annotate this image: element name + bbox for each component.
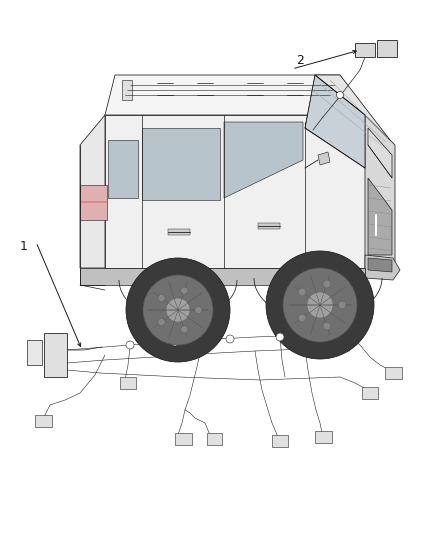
Circle shape: [166, 298, 190, 322]
Polygon shape: [385, 367, 402, 379]
Circle shape: [323, 280, 331, 288]
Circle shape: [126, 341, 134, 349]
Circle shape: [266, 251, 374, 359]
Polygon shape: [35, 415, 52, 427]
Polygon shape: [168, 229, 190, 235]
Circle shape: [276, 333, 284, 341]
Circle shape: [126, 258, 230, 362]
Polygon shape: [272, 435, 288, 447]
Polygon shape: [368, 178, 392, 255]
Polygon shape: [315, 75, 390, 140]
Polygon shape: [362, 387, 378, 399]
Polygon shape: [142, 128, 220, 200]
Polygon shape: [305, 75, 365, 168]
Polygon shape: [122, 80, 132, 100]
Circle shape: [307, 292, 333, 318]
Polygon shape: [365, 115, 395, 268]
Text: 1: 1: [20, 240, 28, 254]
Polygon shape: [318, 152, 330, 165]
Circle shape: [195, 306, 202, 313]
Polygon shape: [368, 258, 392, 272]
Polygon shape: [224, 122, 303, 198]
Circle shape: [336, 92, 343, 99]
Circle shape: [298, 314, 306, 322]
Polygon shape: [80, 115, 105, 268]
Polygon shape: [377, 40, 397, 57]
Polygon shape: [108, 140, 138, 198]
Polygon shape: [175, 433, 192, 445]
Circle shape: [181, 287, 188, 294]
Circle shape: [158, 294, 165, 302]
Polygon shape: [207, 433, 222, 445]
Circle shape: [171, 338, 179, 346]
Circle shape: [226, 335, 234, 343]
Circle shape: [323, 322, 331, 330]
Circle shape: [324, 332, 332, 340]
Polygon shape: [120, 377, 136, 389]
Polygon shape: [105, 75, 365, 115]
Polygon shape: [368, 128, 392, 178]
Polygon shape: [315, 431, 332, 443]
Circle shape: [143, 275, 213, 345]
Polygon shape: [80, 268, 365, 285]
Polygon shape: [328, 78, 340, 98]
Polygon shape: [258, 223, 280, 229]
Polygon shape: [44, 333, 67, 377]
Polygon shape: [80, 185, 107, 220]
Polygon shape: [365, 255, 400, 280]
Text: 2: 2: [296, 54, 304, 68]
Circle shape: [283, 268, 357, 342]
Circle shape: [298, 288, 306, 296]
Polygon shape: [105, 115, 365, 268]
Circle shape: [338, 301, 346, 309]
Circle shape: [181, 326, 188, 333]
Polygon shape: [355, 43, 375, 57]
Polygon shape: [27, 340, 42, 365]
Circle shape: [158, 318, 165, 326]
